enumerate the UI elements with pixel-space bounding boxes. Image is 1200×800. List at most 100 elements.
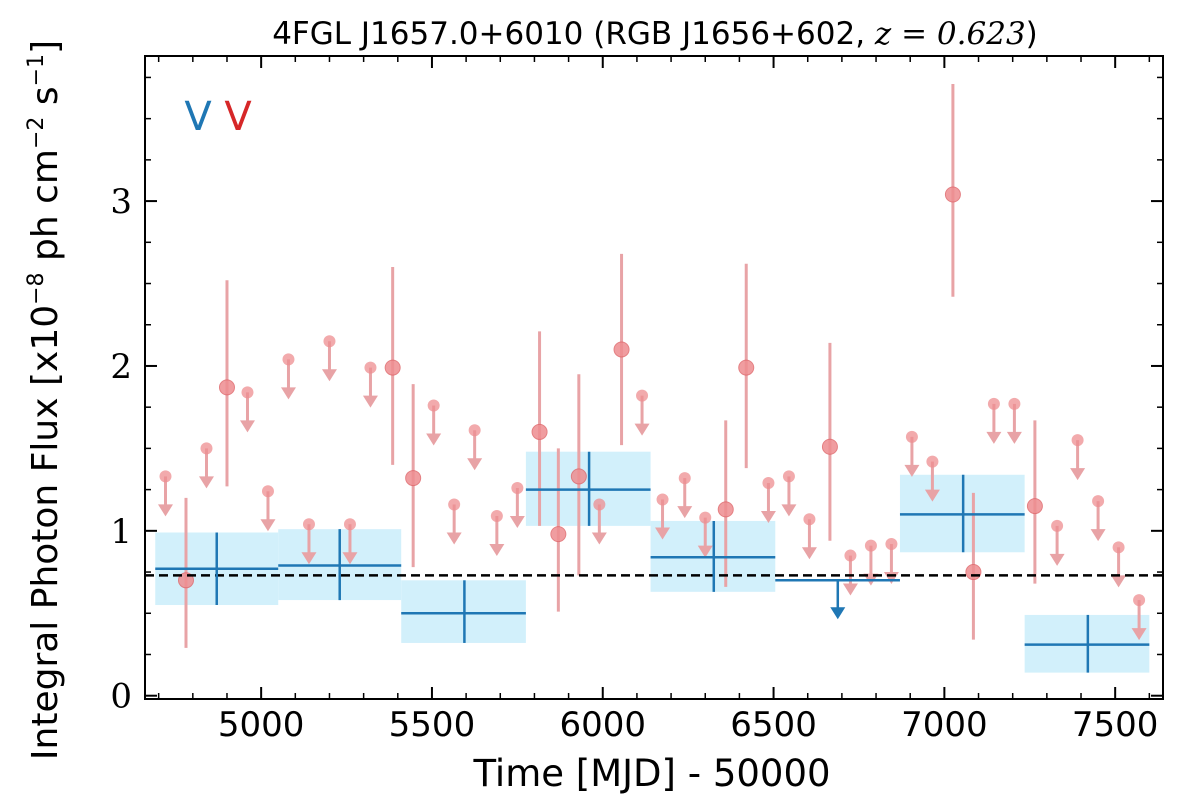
red-upper-limit-marker bbox=[885, 538, 898, 551]
chart-title-suffix: ) bbox=[1026, 16, 1038, 52]
red-upper-limit-marker bbox=[593, 498, 606, 511]
red-upper-limit-arrow bbox=[198, 476, 214, 489]
y-tick-label: 0 bbox=[110, 677, 132, 717]
red-upper-limit-marker bbox=[762, 477, 775, 490]
red-upper-limit-arrow bbox=[634, 423, 650, 436]
blue-upper-limit-arrow bbox=[830, 607, 846, 620]
red-upper-limit-marker bbox=[782, 470, 795, 483]
red-upper-limit-arrow bbox=[591, 532, 607, 545]
red-upper-limit-marker bbox=[987, 397, 1000, 410]
y-axis-label: Integral Photon Flux [x10−8 ph cm−2 s−1] bbox=[24, 40, 66, 760]
red-upper-limit-marker bbox=[864, 539, 877, 552]
red-upper-limit-arrow bbox=[1090, 529, 1106, 542]
red-upper-limit-marker bbox=[678, 472, 691, 485]
red-data-point bbox=[821, 438, 838, 455]
red-upper-limit-arrow bbox=[1006, 431, 1022, 444]
red-upper-limit-marker bbox=[282, 353, 295, 366]
chart-title: 4FGL J1657.0+6010 (RGB J1656+602, z = 0.… bbox=[272, 16, 1038, 52]
red-upper-limit-arrow bbox=[260, 519, 276, 532]
red-data-point bbox=[738, 359, 755, 376]
red-upper-limit-marker bbox=[302, 518, 315, 531]
red-upper-limit-marker bbox=[468, 424, 481, 437]
red-data-point bbox=[965, 564, 982, 581]
x-tick-label: 7500 bbox=[1072, 705, 1159, 745]
red-upper-limit-arrow bbox=[157, 504, 173, 517]
red-upper-limit-marker bbox=[511, 481, 524, 494]
x-tick-label: 5000 bbox=[218, 705, 305, 745]
red-upper-limit-marker bbox=[343, 518, 356, 531]
y-tick-label: 3 bbox=[110, 182, 132, 222]
red-upper-limit-marker bbox=[656, 493, 669, 506]
legend-marker-blue: V bbox=[184, 94, 212, 140]
red-upper-limit-arrow bbox=[697, 545, 713, 558]
red-upper-limit-marker bbox=[1071, 434, 1084, 447]
red-upper-limit-arrow bbox=[904, 464, 920, 477]
x-tick-label: 5500 bbox=[389, 705, 476, 745]
red-upper-limit-arrow bbox=[1049, 553, 1065, 566]
red-upper-limit-arrow bbox=[801, 547, 817, 560]
red-upper-limit-marker bbox=[1112, 541, 1125, 554]
red-upper-limit-arrow bbox=[362, 395, 378, 408]
y-tick-label: 1 bbox=[110, 512, 132, 552]
red-upper-limit-marker bbox=[261, 485, 274, 498]
red-upper-limit-arrow bbox=[321, 369, 337, 382]
red-upper-limit-arrow bbox=[1131, 628, 1147, 641]
x-tick-label: 7000 bbox=[901, 705, 988, 745]
red-upper-limit-marker bbox=[844, 549, 857, 562]
axes: 5000 5500 6000 6500 7000 7500 0 1 2 3 bbox=[110, 55, 1164, 745]
legend-marker-red: V bbox=[224, 94, 252, 140]
red-data-point bbox=[531, 423, 548, 440]
red-upper-limit-marker bbox=[636, 389, 649, 402]
red-upper-limit-arrow bbox=[489, 543, 505, 556]
red-upper-limit-arrow bbox=[446, 532, 462, 545]
red-upper-limit-arrow bbox=[280, 387, 296, 400]
red-upper-limit-marker bbox=[1008, 397, 1021, 410]
red-upper-limit-arrow bbox=[342, 552, 358, 565]
plot-frame bbox=[144, 55, 1164, 700]
red-upper-limit-arrow bbox=[677, 506, 693, 519]
red-upper-limit-arrow bbox=[924, 489, 940, 502]
red-upper-limit-arrow bbox=[883, 572, 899, 585]
red-upper-limit-arrow bbox=[239, 420, 255, 433]
red-upper-limit-marker bbox=[448, 498, 461, 511]
red-upper-limit-arrow bbox=[781, 504, 797, 517]
x-axis-label: Time [MJD] - 50000 bbox=[472, 752, 830, 795]
red-data-point bbox=[570, 468, 587, 485]
red-upper-limit-marker bbox=[323, 335, 336, 348]
red-upper-limit-marker bbox=[241, 386, 254, 399]
red-upper-limit-marker bbox=[803, 513, 816, 526]
red-upper-limit-marker bbox=[364, 361, 377, 374]
red-upper-limit-arrow bbox=[426, 433, 442, 446]
red-upper-limit-marker bbox=[926, 455, 939, 468]
red-data-point bbox=[218, 379, 235, 396]
red-upper-limit-arrow bbox=[509, 515, 525, 528]
red-upper-limit-arrow bbox=[760, 511, 776, 524]
red-upper-limit-arrow bbox=[301, 552, 317, 565]
red-upper-limit-marker bbox=[159, 470, 172, 483]
red-data-point bbox=[550, 526, 567, 543]
red-upper-limit-marker bbox=[699, 511, 712, 524]
chart-title-redshift: z = 0.623 bbox=[874, 16, 1026, 52]
red-data-point bbox=[944, 186, 961, 203]
red-upper-limit-marker bbox=[1133, 594, 1146, 607]
red-upper-limit-arrow bbox=[655, 527, 671, 540]
chart-title-prefix: 4FGL J1657.0+6010 (RGB J1656+602, bbox=[272, 16, 875, 52]
red-upper-limit-arrow bbox=[1111, 575, 1127, 588]
x-tick-label: 6500 bbox=[730, 705, 817, 745]
red-upper-limit-marker bbox=[200, 442, 213, 455]
red-upper-limit-marker bbox=[427, 399, 440, 412]
red-upper-limit-arrow bbox=[467, 458, 483, 471]
red-upper-limit-marker bbox=[905, 430, 918, 443]
red-upper-limit-marker bbox=[1092, 495, 1105, 508]
red-data-point bbox=[717, 501, 734, 518]
red-upper-limit-marker bbox=[490, 509, 503, 522]
x-tick-label: 6000 bbox=[559, 705, 646, 745]
y-tick-label: 2 bbox=[110, 347, 132, 387]
red-upper-limit-marker bbox=[1051, 519, 1064, 532]
red-upper-limit-arrow bbox=[986, 431, 1002, 444]
red-upper-limit-arrow bbox=[842, 583, 858, 596]
red-data-point bbox=[1026, 498, 1043, 515]
red-upper-limit-arrow bbox=[1070, 468, 1086, 481]
